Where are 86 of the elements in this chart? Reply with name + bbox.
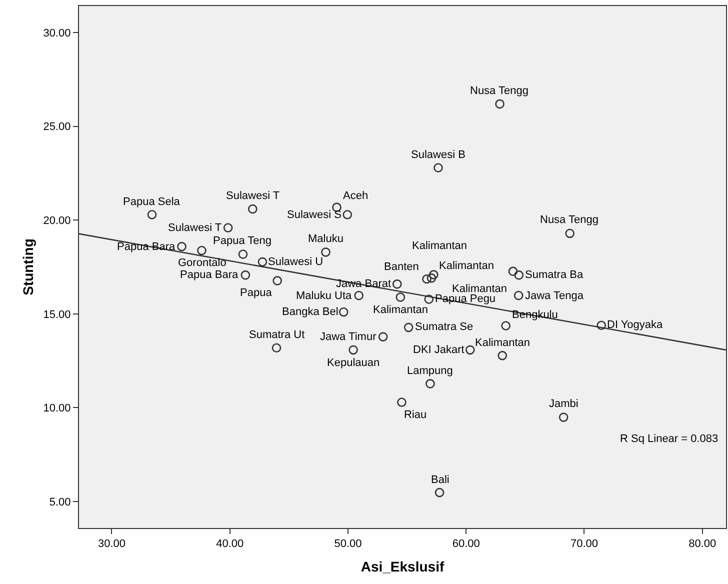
annotation: Sulawesi B (411, 149, 466, 161)
annotation: Banten (384, 261, 419, 273)
annotation: Kalimantan (412, 240, 468, 252)
point (498, 350, 508, 360)
point (272, 343, 282, 353)
point (338, 307, 348, 317)
point (422, 274, 432, 284)
annotation: Maluku Uta (296, 290, 353, 302)
point (508, 266, 518, 276)
annotation: Kalimantan (439, 260, 494, 272)
annotation: Kalimantan (373, 304, 428, 316)
point (404, 322, 414, 332)
point (426, 379, 435, 388)
y-tick-label: 25.00 (43, 121, 71, 134)
point (428, 270, 438, 280)
point (354, 290, 364, 300)
point (558, 412, 568, 422)
y-tick-label: 20.00 (43, 214, 71, 227)
point (434, 488, 444, 498)
annotation: Riau (404, 409, 427, 421)
point (177, 242, 186, 252)
y-tick-label: 10.00 (43, 402, 71, 415)
y-axis-title: Stunting (20, 238, 36, 296)
point (248, 204, 258, 214)
x-tick-label: 70.00 (570, 538, 598, 550)
annotation: Jambi (549, 398, 578, 410)
annotation: Nusa Tengg (470, 85, 529, 97)
annotation: Papua Sela (123, 196, 181, 208)
point (392, 279, 402, 289)
point (342, 210, 352, 220)
point (596, 320, 606, 330)
point (272, 276, 282, 286)
annotation: Nusa Tengg (540, 214, 599, 226)
point (465, 345, 475, 355)
x-tick-label: 50.00 (334, 538, 362, 550)
point (197, 246, 206, 256)
point (397, 398, 406, 407)
y-tick-label: 5.00 (49, 496, 71, 508)
annotation: DI Yogyaka (607, 319, 664, 331)
x-tick-label: 30.00 (98, 538, 126, 550)
annotation: Kalimantan (475, 337, 530, 349)
annotation: Sumatra Se (415, 321, 474, 333)
annotation: Gorontalo (178, 257, 226, 269)
annotation: Jawa Timur (320, 331, 377, 343)
point (240, 270, 250, 280)
y-tick-label: 15.00 (43, 308, 71, 321)
annotation: Sumatra Ut (249, 329, 305, 341)
point (348, 345, 358, 355)
annotation: Sulawesi T (168, 222, 222, 234)
x-axis-title: Asi_Ekslusif (360, 558, 444, 574)
point (514, 270, 524, 280)
annotation: Papua Teng (213, 235, 272, 247)
annotation: Sumatra Ba (525, 269, 584, 281)
point (258, 257, 268, 267)
x-tick-label: 60.00 (452, 538, 480, 550)
point (426, 273, 436, 283)
x-tick-label: 80.00 (688, 538, 716, 550)
annotation: Lampung (407, 365, 453, 377)
x-tick-label: 40.00 (216, 538, 244, 550)
annotation: Aceh (343, 190, 368, 202)
annotation: Jawa Tenga (525, 290, 584, 302)
point (434, 163, 443, 172)
point (147, 210, 157, 220)
point (396, 292, 406, 302)
point (223, 223, 233, 232)
point (501, 321, 510, 330)
annotation: Sulawesi S (287, 209, 342, 221)
point (565, 228, 574, 238)
annotation: Kepulauan (327, 357, 380, 369)
point (378, 332, 388, 342)
point (514, 290, 524, 300)
annotation: Sulawesi T (226, 190, 280, 202)
annotation: Maluku (308, 233, 344, 245)
point (424, 294, 434, 304)
point (495, 99, 504, 109)
point (321, 248, 330, 257)
annotation: Papua Bara (180, 269, 239, 281)
point (238, 250, 248, 259)
annotation: R Sq Linear = 0.083 (620, 433, 718, 445)
annotation: Papua (240, 287, 273, 299)
annotation: Bali (431, 474, 450, 486)
annotation: Kalimantan (452, 283, 508, 295)
y-tick-label: 30.00 (43, 27, 71, 40)
annotation: Sulawesi U (268, 256, 324, 268)
annotation: Bangka Bel (282, 306, 338, 318)
annotation: DKI Jakart (413, 344, 464, 356)
